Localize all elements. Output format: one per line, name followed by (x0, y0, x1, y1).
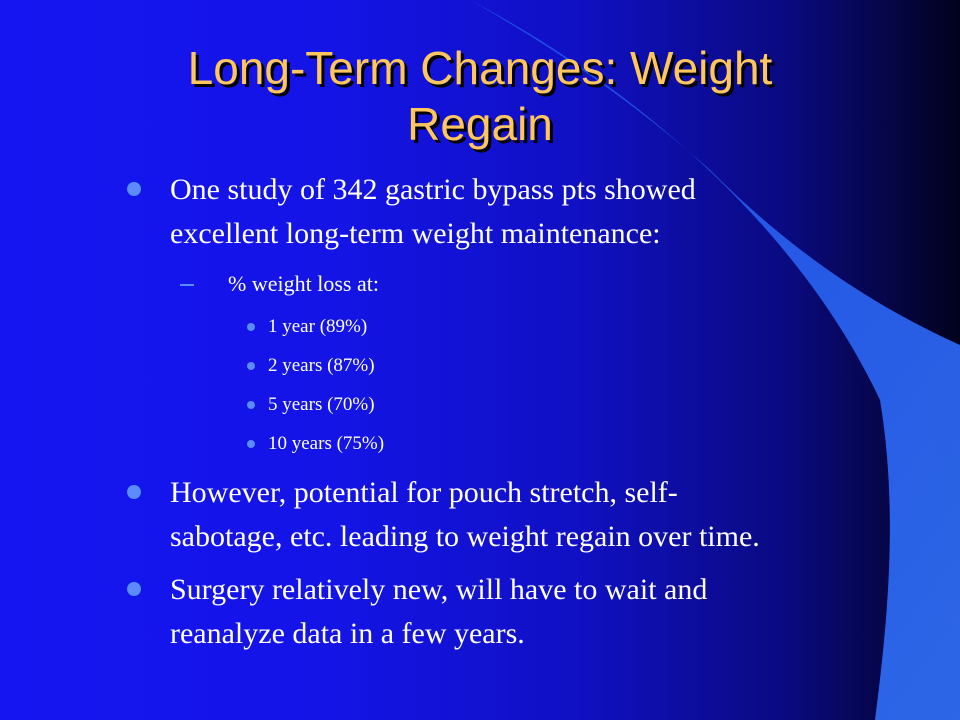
bullet-3-line-2: reanalyze data in a few years. (170, 617, 525, 650)
bullet-1-line-1: One study of 342 gastric bypass pts show… (170, 173, 696, 206)
sub-sub-bullet-3: 5 years (70%) (268, 394, 375, 415)
slide-title: Long-Term Changes: Weight Regain (60, 40, 900, 152)
bullet-marker (127, 582, 141, 596)
sub-sub-bullet-2: 2 years (87%) (268, 355, 375, 376)
sub-bullet-marker (247, 401, 255, 409)
sub-sub-bullet-4: 10 years (75%) (268, 433, 385, 454)
sub-sub-bullet-1: 1 year (89%) (268, 316, 368, 337)
bullet-1-line-2: excellent long-term weight maintenance: (170, 217, 661, 250)
bullet-2: However, potential for pouch stretch, se… (170, 471, 940, 559)
sub-bullet-marker (247, 440, 255, 448)
bullet-marker (127, 485, 141, 499)
title-line-1: Long-Term Changes: Weight (187, 42, 773, 94)
dash-marker (180, 284, 194, 286)
bullet-2-line-2: sabotage, etc. leading to weight regain … (170, 520, 760, 553)
sub-bullet-marker (247, 323, 255, 331)
swoosh-shape (470, 0, 960, 720)
bullet-2-line-1: However, potential for pouch stretch, se… (170, 476, 678, 509)
bullet-3: Surgery relatively new, will have to wai… (170, 568, 930, 656)
title-line-2: Regain (407, 98, 553, 150)
bullet-3-line-1: Surgery relatively new, will have to wai… (170, 573, 708, 606)
bullet-marker (127, 182, 141, 196)
sub-bullet: % weight loss at: (228, 271, 379, 296)
sub-bullet-marker (247, 362, 255, 370)
bullet-1: One study of 342 gastric bypass pts show… (170, 168, 930, 256)
